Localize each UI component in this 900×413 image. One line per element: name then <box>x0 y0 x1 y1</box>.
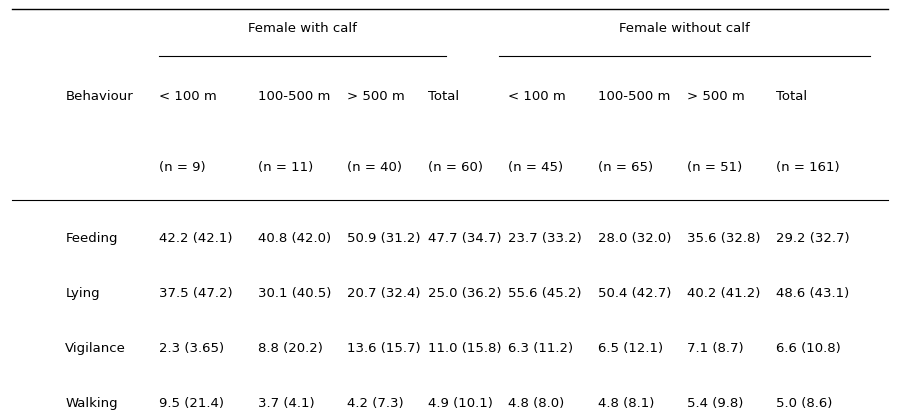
Text: 13.6 (15.7): 13.6 (15.7) <box>347 342 421 355</box>
Text: 25.0 (36.2): 25.0 (36.2) <box>428 287 501 300</box>
Text: (n = 60): (n = 60) <box>428 161 482 173</box>
Text: 50.4 (42.7): 50.4 (42.7) <box>598 287 671 300</box>
Text: 4.9 (10.1): 4.9 (10.1) <box>428 397 492 410</box>
Text: Walking: Walking <box>66 397 118 410</box>
Text: 50.9 (31.2): 50.9 (31.2) <box>347 232 420 244</box>
Text: 28.0 (32.0): 28.0 (32.0) <box>598 232 671 244</box>
Text: Behaviour: Behaviour <box>66 90 133 102</box>
Text: Female with calf: Female with calf <box>248 22 357 36</box>
Text: 4.8 (8.1): 4.8 (8.1) <box>598 397 654 410</box>
Text: 4.8 (8.0): 4.8 (8.0) <box>508 397 564 410</box>
Text: 2.3 (3.65): 2.3 (3.65) <box>159 342 224 355</box>
Text: (n = 45): (n = 45) <box>508 161 563 173</box>
Text: 48.6 (43.1): 48.6 (43.1) <box>777 287 850 300</box>
Text: (n = 40): (n = 40) <box>347 161 402 173</box>
Text: 7.1 (8.7): 7.1 (8.7) <box>687 342 743 355</box>
Text: Vigilance: Vigilance <box>66 342 126 355</box>
Text: Total: Total <box>428 90 459 102</box>
Text: Total: Total <box>777 90 807 102</box>
Text: Feeding: Feeding <box>66 232 118 244</box>
Text: (n = 65): (n = 65) <box>598 161 652 173</box>
Text: 47.7 (34.7): 47.7 (34.7) <box>428 232 501 244</box>
Text: 23.7 (33.2): 23.7 (33.2) <box>508 232 582 244</box>
Text: 6.6 (10.8): 6.6 (10.8) <box>777 342 842 355</box>
Text: 100-500 m: 100-500 m <box>257 90 330 102</box>
Text: 5.4 (9.8): 5.4 (9.8) <box>687 397 743 410</box>
Text: 55.6 (45.2): 55.6 (45.2) <box>508 287 581 300</box>
Text: 29.2 (32.7): 29.2 (32.7) <box>777 232 850 244</box>
Text: 8.8 (20.2): 8.8 (20.2) <box>257 342 322 355</box>
Text: 40.8 (42.0): 40.8 (42.0) <box>257 232 331 244</box>
Text: 42.2 (42.1): 42.2 (42.1) <box>159 232 233 244</box>
Text: 3.7 (4.1): 3.7 (4.1) <box>257 397 314 410</box>
Text: Lying: Lying <box>66 287 100 300</box>
Text: > 500 m: > 500 m <box>687 90 745 102</box>
Text: (n = 51): (n = 51) <box>687 161 742 173</box>
Text: Female without calf: Female without calf <box>619 22 751 36</box>
Text: 11.0 (15.8): 11.0 (15.8) <box>428 342 501 355</box>
Text: < 100 m: < 100 m <box>159 90 217 102</box>
Text: 37.5 (47.2): 37.5 (47.2) <box>159 287 233 300</box>
Text: 40.2 (41.2): 40.2 (41.2) <box>687 287 760 300</box>
Text: 6.3 (11.2): 6.3 (11.2) <box>508 342 573 355</box>
Text: 20.7 (32.4): 20.7 (32.4) <box>347 287 420 300</box>
Text: 4.2 (7.3): 4.2 (7.3) <box>347 397 404 410</box>
Text: (n = 161): (n = 161) <box>777 161 840 173</box>
Text: 9.5 (21.4): 9.5 (21.4) <box>159 397 224 410</box>
Text: (n = 9): (n = 9) <box>159 161 206 173</box>
Text: > 500 m: > 500 m <box>347 90 405 102</box>
Text: 35.6 (32.8): 35.6 (32.8) <box>687 232 760 244</box>
Text: 100-500 m: 100-500 m <box>598 90 670 102</box>
Text: (n = 11): (n = 11) <box>257 161 313 173</box>
Text: 5.0 (8.6): 5.0 (8.6) <box>777 397 833 410</box>
Text: 6.5 (12.1): 6.5 (12.1) <box>598 342 662 355</box>
Text: 30.1 (40.5): 30.1 (40.5) <box>257 287 331 300</box>
Text: < 100 m: < 100 m <box>508 90 566 102</box>
